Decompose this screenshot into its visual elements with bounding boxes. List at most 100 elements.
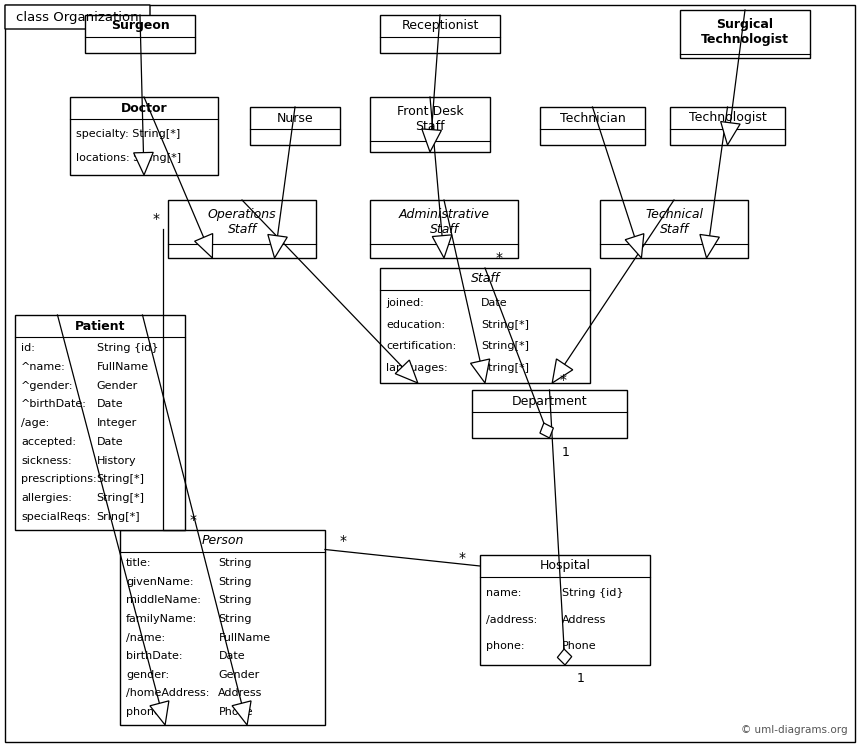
Text: birthDate:: birthDate: bbox=[126, 651, 182, 661]
Text: Technical
Staff: Technical Staff bbox=[645, 208, 703, 236]
Text: History: History bbox=[96, 456, 136, 465]
Text: certification:: certification: bbox=[386, 341, 457, 351]
Text: String: String bbox=[218, 614, 252, 624]
Text: Date: Date bbox=[481, 298, 507, 308]
Text: *: * bbox=[458, 551, 465, 565]
Text: Date: Date bbox=[218, 651, 245, 661]
Text: © uml-diagrams.org: © uml-diagrams.org bbox=[741, 725, 848, 735]
Text: education:: education: bbox=[386, 320, 445, 329]
Polygon shape bbox=[557, 649, 572, 665]
Polygon shape bbox=[150, 701, 169, 725]
Text: *: * bbox=[152, 212, 159, 226]
Bar bbox=[670, 107, 785, 145]
Bar bbox=[15, 315, 185, 530]
Bar bbox=[370, 97, 490, 152]
Text: /homeAddress:: /homeAddress: bbox=[126, 689, 209, 698]
Polygon shape bbox=[625, 234, 644, 258]
Polygon shape bbox=[721, 122, 740, 145]
Text: ^name:: ^name: bbox=[21, 362, 65, 372]
Text: String[*]: String[*] bbox=[96, 474, 144, 484]
Text: Staff: Staff bbox=[470, 273, 500, 285]
Text: Phone: Phone bbox=[218, 707, 253, 717]
Text: languages:: languages: bbox=[386, 363, 447, 373]
Polygon shape bbox=[267, 235, 287, 258]
Text: Date: Date bbox=[96, 437, 123, 447]
Text: ^gender:: ^gender: bbox=[21, 381, 73, 391]
Text: *: * bbox=[189, 513, 196, 527]
Text: prescriptions:: prescriptions: bbox=[21, 474, 96, 484]
Text: String[*]: String[*] bbox=[481, 320, 529, 329]
Text: String: String bbox=[218, 558, 252, 568]
Bar bbox=[380, 15, 500, 53]
Text: accepted:: accepted: bbox=[21, 437, 76, 447]
Text: *: * bbox=[560, 373, 567, 387]
Text: familyName:: familyName: bbox=[126, 614, 197, 624]
Text: String[*]: String[*] bbox=[96, 493, 144, 503]
Bar bbox=[168, 200, 316, 258]
Text: Phone: Phone bbox=[562, 642, 596, 651]
Text: Doctor: Doctor bbox=[120, 102, 168, 114]
Text: Nurse: Nurse bbox=[277, 111, 313, 125]
Text: /age:: /age: bbox=[21, 418, 49, 428]
Text: Integer: Integer bbox=[96, 418, 137, 428]
Bar bbox=[472, 390, 627, 438]
Polygon shape bbox=[396, 360, 418, 383]
Polygon shape bbox=[470, 359, 489, 383]
Text: Technologist: Technologist bbox=[689, 111, 766, 125]
Text: Hospital: Hospital bbox=[539, 560, 591, 572]
Text: Patient: Patient bbox=[75, 320, 126, 332]
Bar bbox=[250, 107, 340, 145]
Text: Department: Department bbox=[512, 394, 587, 408]
Text: class Organization: class Organization bbox=[16, 10, 138, 23]
Text: sickness:: sickness: bbox=[21, 456, 71, 465]
Text: Date: Date bbox=[96, 400, 123, 409]
Text: id:: id: bbox=[21, 343, 35, 353]
Text: String: String bbox=[218, 595, 252, 605]
Bar bbox=[370, 200, 518, 258]
Text: 1: 1 bbox=[577, 672, 585, 686]
Polygon shape bbox=[552, 359, 573, 383]
Text: FullName: FullName bbox=[218, 633, 271, 642]
Text: Administrative
Staff: Administrative Staff bbox=[398, 208, 489, 236]
Text: String: String bbox=[218, 577, 252, 586]
Text: middleName:: middleName: bbox=[126, 595, 201, 605]
Text: *: * bbox=[340, 535, 347, 548]
Text: Gender: Gender bbox=[96, 381, 138, 391]
Polygon shape bbox=[422, 129, 441, 152]
Bar bbox=[120, 530, 325, 725]
Bar bbox=[540, 107, 645, 145]
Bar bbox=[680, 10, 810, 58]
Text: title:: title: bbox=[126, 558, 151, 568]
Text: Address: Address bbox=[562, 615, 606, 624]
Text: specialReqs:: specialReqs: bbox=[21, 512, 90, 522]
Polygon shape bbox=[433, 235, 452, 258]
Text: locations: String[*]: locations: String[*] bbox=[76, 153, 181, 163]
Text: Sring[*]: Sring[*] bbox=[96, 512, 140, 522]
Bar bbox=[70, 97, 218, 175]
Text: gender:: gender: bbox=[126, 670, 169, 680]
Polygon shape bbox=[540, 423, 553, 438]
Bar bbox=[380, 268, 590, 383]
Text: Gender: Gender bbox=[218, 670, 260, 680]
Text: specialty: String[*]: specialty: String[*] bbox=[76, 128, 181, 139]
Text: Surgical
Technologist: Surgical Technologist bbox=[701, 18, 789, 46]
Text: String[*]: String[*] bbox=[481, 341, 529, 351]
Text: String {id}: String {id} bbox=[96, 343, 158, 353]
Polygon shape bbox=[5, 5, 159, 29]
Bar bbox=[480, 555, 650, 665]
Bar bbox=[600, 200, 748, 258]
Polygon shape bbox=[194, 234, 212, 258]
Text: /name:: /name: bbox=[126, 633, 165, 642]
Polygon shape bbox=[700, 235, 719, 258]
Text: String[*]: String[*] bbox=[481, 363, 529, 373]
Text: joined:: joined: bbox=[386, 298, 424, 308]
Polygon shape bbox=[133, 152, 153, 175]
Text: 1: 1 bbox=[562, 445, 569, 459]
Text: Front Desk
Staff: Front Desk Staff bbox=[396, 105, 464, 133]
Text: ^birthDate:: ^birthDate: bbox=[21, 400, 87, 409]
Polygon shape bbox=[232, 701, 251, 725]
Bar bbox=[85, 15, 195, 53]
Text: FullName: FullName bbox=[96, 362, 149, 372]
Text: phone:: phone: bbox=[126, 707, 164, 717]
Text: phone:: phone: bbox=[486, 642, 525, 651]
